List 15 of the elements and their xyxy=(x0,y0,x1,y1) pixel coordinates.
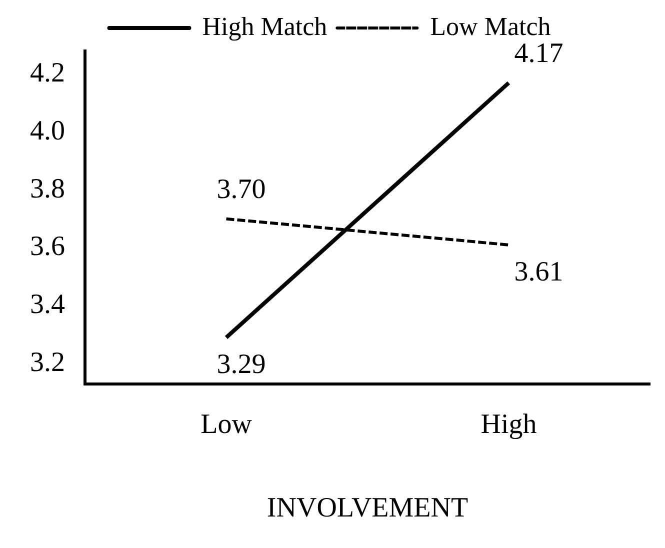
x-tick-label: High xyxy=(480,408,537,440)
x-axis-title: INVOLVEMENT xyxy=(266,492,468,524)
data-label: 3.29 xyxy=(216,348,266,380)
y-tick-label: 3.2 xyxy=(30,346,65,378)
y-tick-label: 3.4 xyxy=(30,289,65,320)
y-tick-label: 4.0 xyxy=(30,115,65,146)
data-label: 3.70 xyxy=(216,174,266,206)
legend-label: Low Match xyxy=(430,12,551,41)
data-label: 3.61 xyxy=(514,256,564,288)
data-label: 4.17 xyxy=(514,38,564,70)
x-tick-label: Low xyxy=(200,408,253,440)
y-tick-label: 3.6 xyxy=(30,231,65,262)
legend-label: High Match xyxy=(202,12,328,41)
y-tick-label: 4.2 xyxy=(30,58,65,89)
y-tick-label: 3.8 xyxy=(30,173,65,204)
